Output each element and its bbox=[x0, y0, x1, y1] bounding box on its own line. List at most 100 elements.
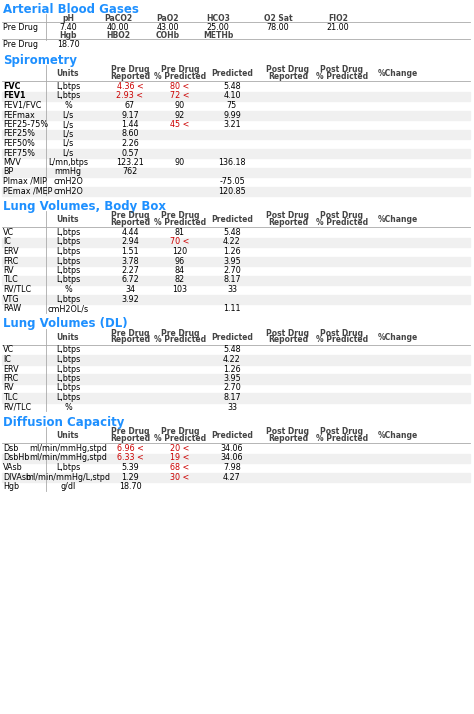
Text: Reported: Reported bbox=[110, 336, 150, 344]
Text: 18.70: 18.70 bbox=[57, 40, 79, 49]
Text: Post Drug: Post Drug bbox=[320, 427, 364, 436]
Text: 2.93 <: 2.93 < bbox=[117, 91, 144, 101]
Text: 45 <: 45 < bbox=[170, 120, 190, 129]
Bar bbox=[2, 91, 470, 101]
Text: 68 <: 68 < bbox=[170, 463, 190, 472]
Text: 120.85: 120.85 bbox=[218, 186, 246, 196]
Text: L/s: L/s bbox=[63, 111, 73, 119]
Text: PaO2: PaO2 bbox=[157, 14, 179, 23]
Text: % Predicted: % Predicted bbox=[154, 72, 206, 81]
Text: 5.48: 5.48 bbox=[223, 228, 241, 237]
Text: 90: 90 bbox=[175, 158, 185, 167]
Text: pH: pH bbox=[62, 14, 74, 23]
Text: PImax /MIP: PImax /MIP bbox=[3, 177, 47, 186]
Text: Dsb: Dsb bbox=[3, 444, 18, 453]
Text: 1.26: 1.26 bbox=[223, 365, 241, 373]
Text: FEFmax: FEFmax bbox=[3, 111, 35, 119]
Text: RV: RV bbox=[3, 266, 14, 275]
Text: Post Drug: Post Drug bbox=[266, 211, 310, 220]
Text: O2 Sat: O2 Sat bbox=[264, 14, 292, 23]
Text: 4.10: 4.10 bbox=[223, 91, 241, 101]
Text: Diffusion Capacity: Diffusion Capacity bbox=[3, 416, 124, 429]
Text: 1.51: 1.51 bbox=[121, 247, 139, 256]
Text: L,btps: L,btps bbox=[56, 276, 80, 284]
Bar bbox=[2, 374, 470, 383]
Text: 762: 762 bbox=[122, 168, 137, 176]
Text: COHb: COHb bbox=[156, 31, 180, 40]
Text: 33: 33 bbox=[227, 403, 237, 411]
Text: 6.33 <: 6.33 < bbox=[117, 453, 143, 463]
Text: PEmax /MEP: PEmax /MEP bbox=[3, 186, 52, 196]
Text: Pre Drug: Pre Drug bbox=[111, 328, 149, 338]
Text: 2.94: 2.94 bbox=[121, 238, 139, 246]
Text: 2.70: 2.70 bbox=[223, 266, 241, 275]
Bar bbox=[2, 294, 470, 304]
Text: 9.17: 9.17 bbox=[121, 111, 139, 119]
Bar bbox=[2, 149, 470, 158]
Text: 3.78: 3.78 bbox=[121, 256, 139, 266]
Text: HBO2: HBO2 bbox=[106, 31, 130, 40]
Text: %: % bbox=[64, 403, 72, 411]
Text: 90: 90 bbox=[175, 101, 185, 110]
Text: Units: Units bbox=[57, 215, 79, 224]
Text: L,btps: L,btps bbox=[56, 294, 80, 303]
Text: VC: VC bbox=[3, 228, 14, 237]
Text: 1.26: 1.26 bbox=[223, 247, 241, 256]
Text: 1.29: 1.29 bbox=[121, 473, 139, 481]
Text: 34.06: 34.06 bbox=[221, 444, 243, 453]
Text: FEF25%: FEF25% bbox=[3, 129, 35, 139]
Text: %Change: %Change bbox=[378, 69, 418, 78]
Text: L,btps: L,btps bbox=[56, 374, 80, 383]
Text: %Change: %Change bbox=[378, 215, 418, 224]
Bar bbox=[2, 129, 470, 139]
Text: Reported: Reported bbox=[110, 218, 150, 227]
Text: HCO3: HCO3 bbox=[206, 14, 230, 23]
Text: ERV: ERV bbox=[3, 365, 18, 373]
Text: RV/TLC: RV/TLC bbox=[3, 403, 31, 411]
Text: % Predicted: % Predicted bbox=[316, 336, 368, 344]
Text: L,btps: L,btps bbox=[56, 256, 80, 266]
Text: 8.60: 8.60 bbox=[121, 129, 139, 139]
Text: Pre Drug: Pre Drug bbox=[161, 65, 199, 74]
Text: Hgb: Hgb bbox=[59, 31, 77, 40]
Text: METHb: METHb bbox=[203, 31, 233, 40]
Text: 5.39: 5.39 bbox=[121, 463, 139, 472]
Text: 34: 34 bbox=[125, 285, 135, 294]
Text: Post Drug: Post Drug bbox=[320, 211, 364, 220]
Text: Predicted: Predicted bbox=[211, 215, 253, 224]
Text: 103: 103 bbox=[173, 285, 188, 294]
Text: Post Drug: Post Drug bbox=[320, 328, 364, 338]
Text: 7.40: 7.40 bbox=[59, 23, 77, 32]
Text: ml/min/mmHg/L,stpd: ml/min/mmHg/L,stpd bbox=[26, 473, 110, 481]
Text: FEF75%: FEF75% bbox=[3, 149, 35, 158]
Text: Pre Drug: Pre Drug bbox=[161, 427, 199, 436]
Text: -75.05: -75.05 bbox=[219, 177, 245, 186]
Text: 33: 33 bbox=[227, 285, 237, 294]
Text: L,btps: L,btps bbox=[56, 463, 80, 472]
Text: RV/TLC: RV/TLC bbox=[3, 285, 31, 294]
Text: 4.44: 4.44 bbox=[121, 228, 139, 237]
Text: 18.70: 18.70 bbox=[118, 482, 141, 491]
Text: FVC: FVC bbox=[3, 82, 20, 91]
Text: cmH2OL/s: cmH2OL/s bbox=[47, 304, 89, 313]
Text: 2.26: 2.26 bbox=[121, 139, 139, 148]
Text: Post Drug: Post Drug bbox=[266, 328, 310, 338]
Text: 4.27: 4.27 bbox=[223, 473, 241, 481]
Text: Pre Drug: Pre Drug bbox=[3, 40, 38, 49]
Text: 82: 82 bbox=[175, 276, 185, 284]
Text: 9.99: 9.99 bbox=[223, 111, 241, 119]
Text: RV: RV bbox=[3, 383, 14, 393]
Text: % Predicted: % Predicted bbox=[316, 218, 368, 227]
Text: MVV: MVV bbox=[3, 158, 21, 167]
Text: Pre Drug: Pre Drug bbox=[111, 211, 149, 220]
Text: 6.72: 6.72 bbox=[121, 276, 139, 284]
Text: 120: 120 bbox=[173, 247, 188, 256]
Text: 72 <: 72 < bbox=[170, 91, 190, 101]
Text: Units: Units bbox=[57, 69, 79, 78]
Text: 3.21: 3.21 bbox=[223, 120, 241, 129]
Text: L,btps: L,btps bbox=[56, 91, 80, 101]
Text: 0.57: 0.57 bbox=[121, 149, 139, 158]
Text: 43.00: 43.00 bbox=[157, 23, 179, 32]
Text: 136.18: 136.18 bbox=[218, 158, 246, 167]
Bar bbox=[2, 453, 470, 463]
